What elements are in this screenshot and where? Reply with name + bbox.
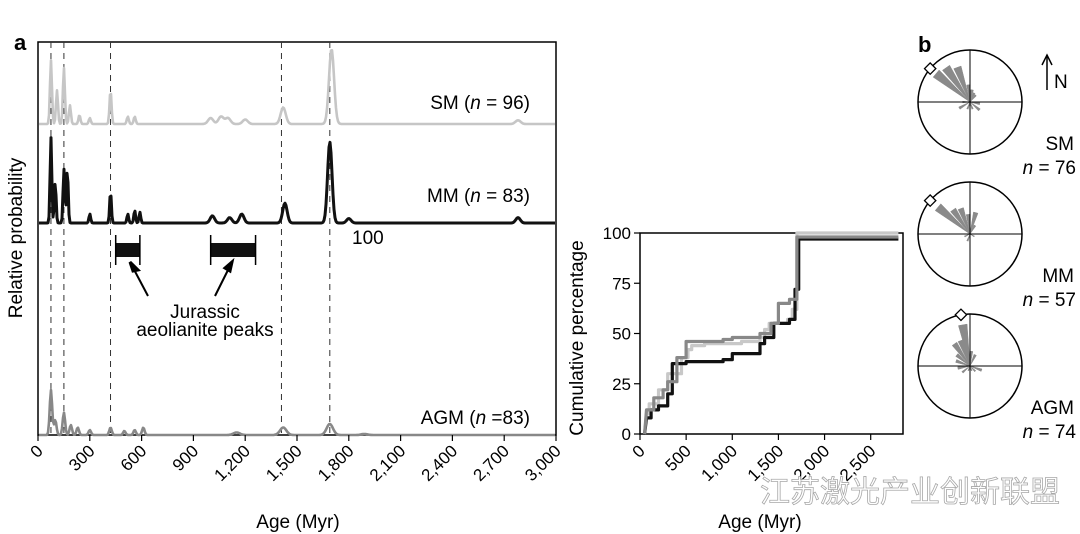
rose-petal — [967, 365, 971, 372]
series-label-agm: AGM (n =83) — [421, 408, 530, 429]
rose-petal — [969, 101, 974, 110]
x-tick-label: 2,400 — [418, 441, 462, 485]
rose-name: SM — [1046, 134, 1075, 155]
jurassic-bar — [115, 243, 140, 257]
cumulative-x-tick-label: 500 — [661, 441, 694, 474]
rose-petal — [969, 94, 977, 103]
rose-petal — [934, 203, 971, 235]
rose-n-label: n = 76 — [1023, 158, 1076, 179]
n-symbol: n — [1023, 290, 1034, 311]
rose-petal — [950, 207, 971, 235]
rose-petal — [958, 101, 971, 110]
rose-sm: SM n = 76 — [917, 49, 1076, 179]
rose-petal — [951, 341, 971, 367]
rose-petal — [966, 233, 971, 242]
x-tick-label: 900 — [169, 441, 202, 474]
watermark: 江苏激光产业创新联盟 — [760, 476, 1060, 509]
rose-petal — [969, 365, 977, 373]
cumulative-agm-line — [643, 235, 899, 435]
cumulative-x-tick-label: 1,000 — [698, 441, 742, 485]
rose-mm: MM n = 57 — [917, 181, 1076, 311]
rose-petal — [955, 359, 971, 367]
cumulative-x-tick-label: 0 — [629, 441, 649, 461]
x-axis-label: Age (Myr) — [256, 512, 339, 533]
rose-n-label: n = 57 — [1023, 290, 1076, 311]
rose-petal — [961, 365, 971, 374]
reference-lines — [50, 42, 331, 435]
x-tick-label: 300 — [65, 441, 98, 474]
x-tick-label: 600 — [117, 441, 150, 474]
x-tick-label: 1,200 — [211, 441, 255, 485]
annotation-jurassic: Jurassic — [170, 302, 240, 323]
rose-name: MM — [1042, 266, 1074, 287]
cumulative-y-tick-label: 50 — [612, 325, 631, 344]
cumulative-sm-line — [643, 231, 899, 435]
arrow-left-head — [128, 260, 142, 273]
rose-petal — [958, 323, 971, 367]
n-symbol: n — [476, 408, 487, 429]
x-tick-label: 0 — [27, 441, 47, 461]
series-label-mm: MM (n = 83) — [427, 186, 530, 207]
x-tick-label: 2,100 — [366, 441, 410, 485]
rose-petal — [969, 101, 981, 112]
x-axis: 0 300 600 900 1,200 1,500 1,800 2,100 2,400 2,700… — [27, 435, 565, 485]
rose-petal — [942, 64, 971, 103]
n-symbol: n — [1023, 158, 1034, 179]
x-tick-label: 2,700 — [470, 441, 514, 485]
rose-petal — [966, 101, 971, 110]
n-symbol: n — [1023, 422, 1034, 443]
north-arrow-head — [1041, 53, 1053, 66]
rose-petal — [969, 365, 973, 372]
rose-petal — [969, 233, 975, 238]
cumulative-mm-line — [643, 237, 899, 435]
cumulative-y-tick-label: 100 — [603, 224, 631, 243]
rose-diagrams: SM n = 76 MM n = 57 AGM n = 74 — [917, 49, 1077, 443]
panel-a-label: a — [14, 30, 27, 55]
rose-petal — [969, 353, 977, 367]
rose-petal — [969, 211, 979, 235]
series-label-sm: SM (n = 96) — [430, 93, 530, 114]
rose-petal — [957, 207, 971, 235]
series-mm-line — [38, 136, 556, 225]
mean-direction-marker — [923, 61, 937, 76]
y-axis-label: Relative probability — [6, 157, 27, 318]
cumulative-y-tick-label: 0 — [622, 425, 631, 444]
panel-b-label: b — [918, 32, 931, 57]
rose-name: AGM — [1031, 398, 1074, 419]
n-symbol: n — [470, 186, 481, 207]
jurassic-bar — [210, 243, 256, 257]
mean-direction-marker — [923, 193, 937, 208]
arrow-right-head — [222, 257, 235, 274]
rose-petal — [932, 69, 971, 103]
cumulative-lines — [643, 231, 899, 435]
cumulative-y-label: Cumulative percentage — [567, 240, 588, 435]
x-tick-label: 3,000 — [521, 441, 565, 485]
rose-n-label: n = 74 — [1023, 422, 1077, 443]
annotation-100: 100 — [352, 228, 384, 249]
rose-petal — [969, 365, 983, 372]
rose-petal — [955, 353, 971, 367]
rose-petal — [969, 92, 976, 103]
north-label: N — [1054, 72, 1068, 93]
panel-a: a 0 300 600 900 1,200 1,500 1,800 2,100 2,400 2,7… — [6, 30, 565, 533]
rose-petal — [969, 224, 977, 235]
series-sm-line — [38, 49, 556, 126]
north-arrow: N — [1041, 53, 1068, 93]
annotation-aeolianite: aeolianite peaks — [136, 320, 273, 341]
rose-petal — [953, 65, 971, 103]
jurassic-bars — [114, 235, 257, 265]
rose-petal — [964, 233, 971, 238]
rose-agm: AGM n = 74 — [917, 308, 1077, 443]
x-tick-label: 1,500 — [262, 441, 306, 485]
n-symbol: n — [470, 93, 481, 114]
mean-direction-marker — [954, 308, 968, 322]
cumulative-y-tick-label: 25 — [612, 375, 631, 394]
panel-b: b N SM n = 76 MM n = 57 AGM n = 74 — [917, 32, 1077, 443]
cumulative-y-tick-label: 75 — [612, 274, 631, 293]
x-tick-label: 1,800 — [314, 441, 358, 485]
cumulative-x-label: Age (Myr) — [718, 512, 801, 533]
